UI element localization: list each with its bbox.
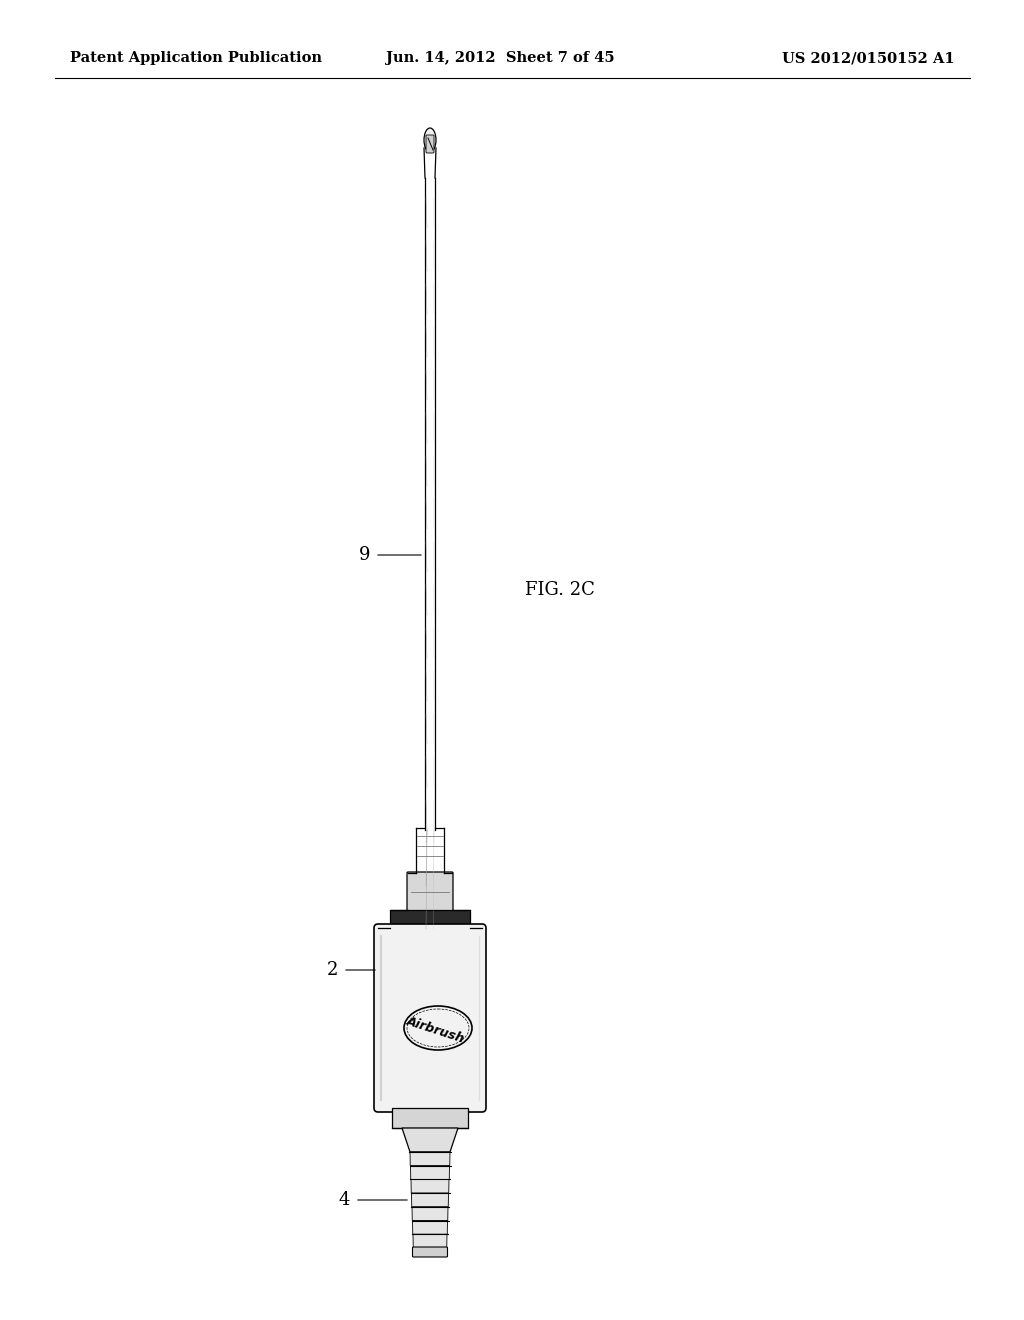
Polygon shape	[411, 1166, 450, 1180]
Text: 4: 4	[339, 1191, 350, 1209]
FancyBboxPatch shape	[374, 924, 486, 1111]
Text: Patent Application Publication: Patent Application Publication	[70, 51, 322, 65]
FancyBboxPatch shape	[426, 135, 434, 153]
Polygon shape	[411, 1180, 449, 1193]
FancyBboxPatch shape	[407, 873, 453, 911]
FancyBboxPatch shape	[413, 1247, 447, 1257]
Polygon shape	[413, 1234, 447, 1247]
Bar	[390, 909, 470, 928]
Text: Jun. 14, 2012  Sheet 7 of 45: Jun. 14, 2012 Sheet 7 of 45	[386, 51, 614, 65]
Text: US 2012/0150152 A1: US 2012/0150152 A1	[782, 51, 955, 65]
Ellipse shape	[424, 128, 436, 152]
Text: FIG. 2C: FIG. 2C	[525, 581, 595, 599]
Text: Airbrush: Airbrush	[406, 1015, 467, 1045]
Polygon shape	[410, 1152, 450, 1166]
Text: 9: 9	[358, 546, 370, 564]
Bar	[392, 1107, 468, 1129]
Polygon shape	[413, 1221, 447, 1234]
Polygon shape	[412, 1193, 449, 1206]
Text: 2: 2	[327, 961, 338, 979]
Polygon shape	[402, 1129, 458, 1152]
Polygon shape	[412, 1206, 449, 1221]
